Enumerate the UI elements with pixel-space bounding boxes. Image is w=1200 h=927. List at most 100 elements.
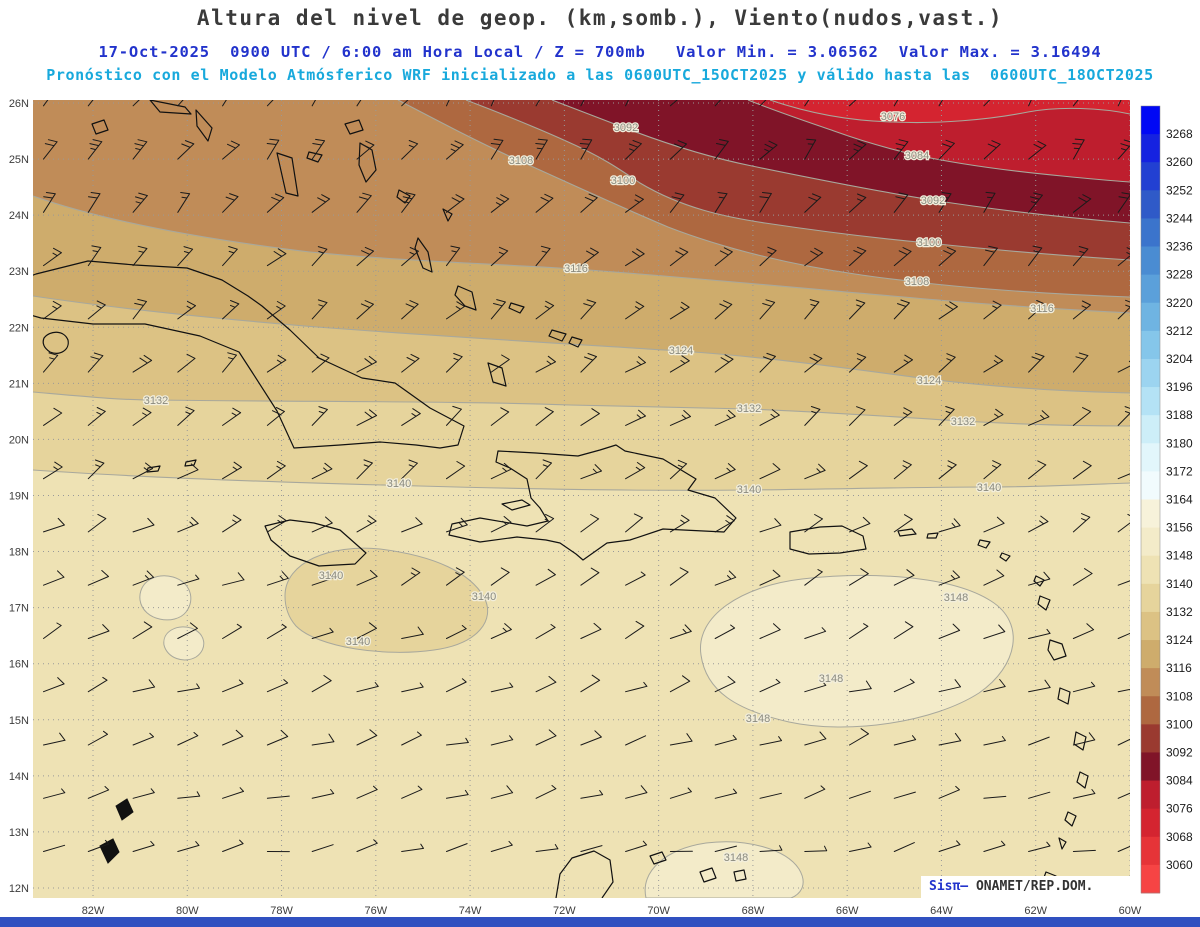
colorbar-tick-label: 3092	[1166, 746, 1193, 760]
colorbar-segment	[1141, 527, 1160, 557]
contour-line-3108	[397, 100, 1130, 298]
colorbar-tick-label: 3172	[1166, 464, 1193, 478]
contour-line-3084	[747, 100, 1130, 183]
coastline	[42, 331, 69, 354]
contour-label: 3100	[611, 175, 635, 187]
colorbar-tick-label: 3212	[1166, 324, 1193, 338]
colorbar-tick-label: 3188	[1166, 408, 1193, 422]
colorbar-segment	[1141, 358, 1160, 388]
contour-label: 3108	[905, 276, 929, 288]
colorbar-segment	[1141, 611, 1160, 641]
footer-bar	[0, 917, 1200, 927]
contour-label: 3124	[917, 375, 941, 387]
colorbar-segment	[1141, 583, 1160, 613]
geopotential-band-3076	[770, 100, 1130, 123]
lon-tick-label: 82W	[82, 905, 105, 917]
colorbar-tick-label: 3156	[1166, 521, 1193, 535]
lon-tick-label: 80W	[176, 905, 199, 917]
colorbar-segment	[1141, 387, 1160, 416]
coastline	[264, 519, 367, 567]
coastline	[555, 850, 747, 898]
colorbar-segment	[1141, 499, 1160, 529]
lat-tick-label: 14N	[9, 771, 29, 783]
lon-tick-label: 68W	[742, 905, 765, 917]
contour-label: 3076	[881, 111, 905, 123]
geopotential-pocket-3148	[139, 575, 192, 621]
colorbar-tick-label: 3124	[1166, 633, 1193, 647]
colorbar-segment	[1141, 274, 1160, 304]
contour-label: 3140	[319, 570, 343, 582]
colorbar-tick-label: 3268	[1166, 127, 1193, 141]
contour-line-3124	[33, 295, 1130, 394]
colorbar-segment	[1141, 780, 1160, 810]
colorbar-segment	[1141, 415, 1160, 444]
contour-label: 3140	[977, 482, 1001, 494]
contour-line-3092	[551, 100, 1130, 224]
lat-tick-label: 21N	[9, 378, 29, 390]
contour-label: 3140	[472, 591, 496, 603]
colorbar-tick-label: 3252	[1166, 183, 1193, 197]
colorbar-tick-label: 3116	[1166, 661, 1192, 675]
contour-label: 3108	[509, 155, 533, 167]
model-forecast-line: Pronóstico con el Modelo Atmósferico WRF…	[46, 66, 1154, 84]
colorbar-segment	[1141, 752, 1160, 781]
colorbar-tick-label: 3084	[1166, 774, 1193, 788]
page-title: Altura del nivel de geop. (km,somb.), Vi…	[196, 6, 1004, 30]
lon-tick-label: 64W	[930, 905, 953, 917]
colorbar-tick-label: 3244	[1166, 211, 1193, 225]
lat-tick-label: 26N	[9, 98, 29, 110]
colorbar-tick-label: 3132	[1166, 605, 1193, 619]
colorbar-tick-label: 3164	[1166, 493, 1193, 507]
colorbar-tick-label: 3068	[1166, 830, 1193, 844]
colorbar-segment	[1141, 106, 1160, 135]
geopotential-pocket-3148	[644, 841, 804, 898]
colorbar-segment	[1141, 134, 1160, 163]
contour-label: 3148	[819, 673, 843, 685]
lon-tick-label: 70W	[647, 905, 670, 917]
colorbar-segment	[1141, 555, 1160, 585]
grid-lines	[33, 100, 1130, 898]
colorbar-tick-label: 3140	[1166, 577, 1193, 591]
contour-label: 3092	[614, 122, 638, 134]
contour-label: 3124	[669, 345, 693, 357]
geopotential-band-3084	[748, 100, 1130, 182]
contour-line-3132	[33, 391, 1130, 427]
lon-tick-label: 72W	[553, 905, 576, 917]
colorbar-segment	[1141, 471, 1160, 500]
colorbar-segment	[1141, 864, 1160, 894]
contour-label: 3140	[737, 484, 761, 496]
contour-label: 3132	[737, 403, 761, 415]
lat-tick-label: 25N	[9, 154, 29, 166]
coastline	[897, 528, 1089, 887]
geopotential-pocket-3140	[284, 547, 489, 653]
lat-tick-label: 13N	[9, 827, 29, 839]
colorbar-segment	[1141, 668, 1160, 697]
colorbar-tick-label: 3060	[1166, 858, 1193, 872]
lat-tick-label: 17N	[9, 603, 29, 615]
colorbar-border	[1140, 105, 1161, 894]
colorbar-segment	[1141, 724, 1160, 753]
lon-tick-label: 74W	[459, 905, 482, 917]
valid-time-line: 17-Oct-2025 0900 UTC / 6:00 am Hora Loca…	[98, 43, 1102, 61]
lat-tick-label: 24N	[9, 210, 29, 222]
colorbar-segment	[1141, 836, 1160, 866]
colorbar-segment	[1141, 246, 1160, 276]
contour-line-3116	[33, 195, 1130, 314]
colorbar-tick-label: 3076	[1166, 802, 1193, 816]
contour-label: 3116	[1030, 303, 1054, 315]
contour-line-3140	[33, 469, 1130, 491]
map-plot-area: 3076 3084 3092 3092 3100 3100 3108 3108 3116 3116…	[33, 100, 1130, 898]
contour-label: 3148	[724, 852, 748, 864]
colorbar-segment	[1141, 443, 1160, 472]
lon-tick-label: 62W	[1024, 905, 1047, 917]
contour-label: 3148	[944, 592, 968, 604]
colorbar-tick-label: 3180	[1166, 436, 1193, 450]
lat-tick-label: 19N	[9, 490, 29, 502]
coastline	[33, 260, 465, 449]
lon-tick-label: 66W	[836, 905, 859, 917]
colorbar-segment	[1141, 808, 1160, 838]
colorbar-tick-label: 3220	[1166, 296, 1193, 310]
colorbar-tick-label: 3108	[1166, 689, 1193, 703]
contour-label: 3084	[905, 150, 929, 162]
